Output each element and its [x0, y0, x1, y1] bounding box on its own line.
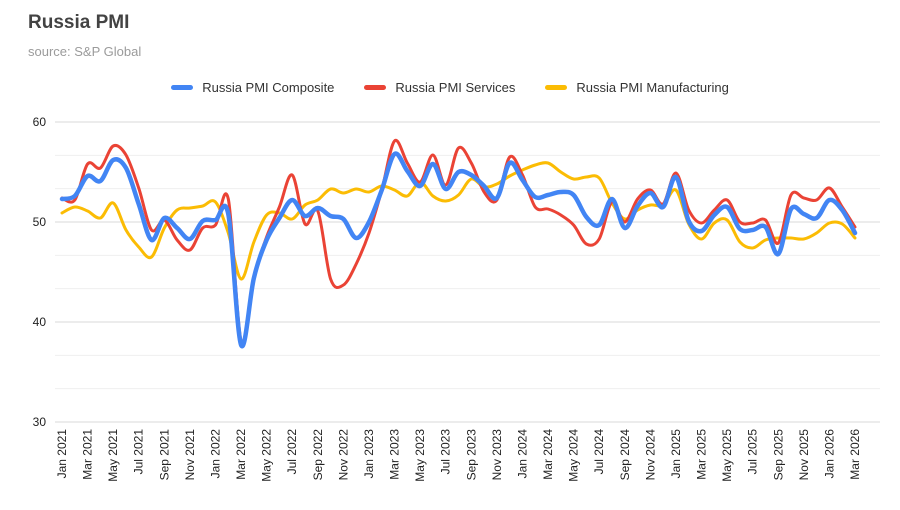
- x-tick-label: Nov 2023: [490, 429, 504, 481]
- x-tick-label: Sep 2023: [464, 429, 478, 481]
- x-tick-label: Jan 2025: [669, 429, 683, 479]
- legend-label-manufacturing: Russia PMI Manufacturing: [576, 80, 729, 95]
- y-tick-label: 40: [33, 315, 47, 329]
- x-tick-label: Mar 2023: [388, 429, 402, 480]
- x-tick-label: Jul 2022: [285, 429, 299, 475]
- x-tick-label: May 2025: [720, 429, 734, 482]
- x-tick-label: Mar 2022: [234, 429, 248, 480]
- series-line-services: [60, 138, 857, 345]
- x-tick-label: Nov 2021: [183, 429, 197, 481]
- x-tick-label: Jul 2021: [132, 429, 146, 475]
- x-tick-label: May 2023: [413, 429, 427, 482]
- series-line-composite: [59, 151, 858, 349]
- services-series-swatch-icon: [364, 85, 387, 90]
- x-tick-label: Sep 2021: [157, 429, 171, 481]
- y-tick-label: 50: [33, 215, 47, 229]
- x-tick-label: Jan 2021: [55, 429, 69, 479]
- y-tick-label: 60: [33, 115, 47, 129]
- x-tick-label: Jan 2023: [362, 429, 376, 479]
- x-tick-label: Mar 2021: [81, 429, 95, 480]
- x-tick-label: Sep 2025: [771, 429, 785, 481]
- composite-series-swatch-icon: [171, 85, 194, 90]
- x-tick-label: Sep 2022: [311, 429, 325, 481]
- x-tick-label: Sep 2024: [618, 429, 632, 481]
- x-tick-label: Jul 2025: [746, 429, 760, 475]
- series-line-manufacturing: [60, 161, 857, 281]
- x-tick-label: May 2021: [106, 429, 120, 482]
- x-tick-label: Jan 2022: [208, 429, 222, 479]
- legend-label-composite: Russia PMI Composite: [202, 80, 335, 95]
- x-tick-label: Jul 2024: [592, 429, 606, 475]
- x-tick-label: Jul 2023: [439, 429, 453, 475]
- x-tick-label: Jan 2026: [822, 429, 836, 479]
- y-axis-labels: 30 40 50 60: [33, 115, 47, 429]
- x-tick-label: Nov 2022: [336, 429, 350, 481]
- y-tick-label: 30: [33, 415, 47, 429]
- legend-item-manufacturing: Russia PMI Manufacturing: [545, 80, 729, 95]
- pmi-chart: 30 40 50 60 Jan 2021 Mar 2021 May 2021 Jul 2021…: [33, 115, 880, 482]
- gridlines: [55, 121, 880, 423]
- x-tick-label: Mar 2025: [695, 429, 709, 480]
- legend-item-services: Russia PMI Services: [364, 80, 515, 95]
- chart-legend: Russia PMI Composite Russia PMI Services…: [0, 80, 900, 95]
- x-axis-labels: Jan 2021 Mar 2021 May 2021 Jul 2021 Sep 2021…: [55, 429, 862, 482]
- series-lines: [59, 138, 858, 349]
- chart-source-subtitle: source: S&P Global: [28, 44, 142, 59]
- x-tick-label: Jan 2024: [515, 429, 529, 479]
- x-tick-label: Mar 2024: [541, 429, 555, 480]
- x-tick-label: Mar 2026: [848, 429, 862, 480]
- manufacturing-series-swatch-icon: [545, 85, 568, 90]
- x-tick-label: May 2022: [260, 429, 274, 482]
- x-tick-label: May 2024: [567, 429, 581, 482]
- x-tick-label: Nov 2025: [797, 429, 811, 481]
- legend-label-services: Russia PMI Services: [395, 80, 516, 95]
- x-tick-label: Nov 2024: [643, 429, 657, 481]
- page-title: Russia PMI: [28, 12, 130, 33]
- legend-item-composite: Russia PMI Composite: [171, 80, 334, 95]
